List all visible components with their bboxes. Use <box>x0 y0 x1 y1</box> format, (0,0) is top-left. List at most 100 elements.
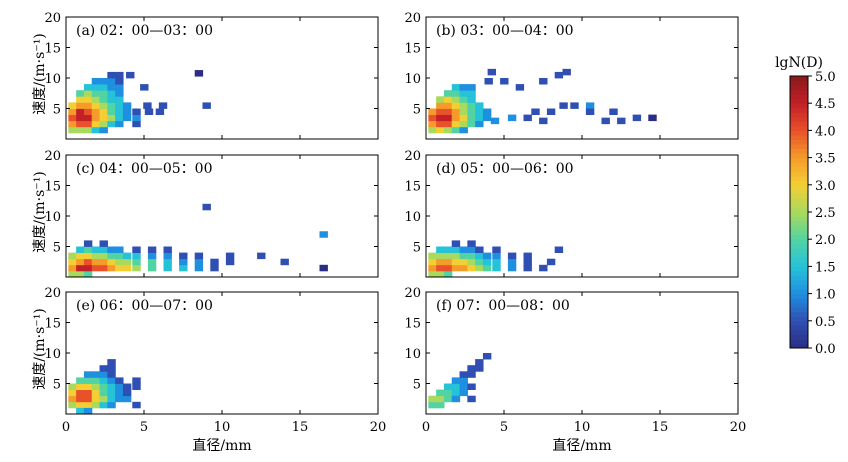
colorbar-tick-label: 3.5 <box>815 152 836 167</box>
heatmap-cell <box>115 377 124 384</box>
y-tick-label: 5 <box>53 103 61 118</box>
heatmap-cell <box>459 389 468 397</box>
panel-3: 5 10 15 20 (d) 05：00—06：00 <box>404 149 739 278</box>
colorbar-segment <box>790 334 808 340</box>
heatmap-cell <box>467 264 476 272</box>
heatmap-cell <box>459 383 468 390</box>
heatmap-cell <box>585 108 595 115</box>
panel-label: (c) 04：00—05：00 <box>76 161 212 177</box>
heatmap-cell <box>475 252 484 260</box>
heatmap-cell <box>126 71 135 79</box>
colorbar-segment <box>790 293 808 299</box>
colorbar-segment <box>790 139 808 145</box>
heatmap-cell <box>436 102 445 109</box>
colorbar-segment <box>790 202 808 208</box>
x-tick-label: 10 <box>214 420 231 435</box>
heatmap-cell <box>68 389 77 397</box>
heatmap-cell <box>99 252 108 260</box>
panel-1: 5 10 15 20 (b) 03：00—04：00 <box>404 11 739 140</box>
heatmap-cell <box>132 108 141 115</box>
heatmap-cell <box>280 258 289 266</box>
heatmap-cell <box>99 240 108 247</box>
heatmap-cell <box>428 114 437 122</box>
heatmap-cell <box>107 120 116 128</box>
heatmap-cell <box>122 395 132 403</box>
y-tick-label: 5 <box>413 103 421 118</box>
colorbar-segment <box>790 225 808 231</box>
heatmap-cell <box>554 71 564 79</box>
heatmap-cell <box>115 114 124 122</box>
colorbar-segment <box>790 216 808 222</box>
heatmap-cell <box>107 114 116 122</box>
heatmap-cell <box>132 252 141 260</box>
colorbar-tick-label: 5.0 <box>815 70 836 85</box>
heatmap-cell <box>459 96 468 103</box>
heatmap-cell <box>436 264 445 272</box>
heatmap-cell <box>475 359 484 366</box>
heatmap-cell <box>428 126 437 134</box>
colorbar-segment <box>790 125 808 131</box>
heatmap-cell <box>451 258 461 266</box>
heatmap-cell <box>179 264 188 272</box>
heatmap-cell <box>99 246 108 253</box>
heatmap-cell <box>107 371 116 378</box>
heatmap-cell <box>467 371 476 378</box>
y-tick-label: 10 <box>44 72 61 87</box>
heatmap-cell <box>99 371 108 378</box>
heatmap-cell <box>83 395 93 403</box>
colorbar-segment <box>790 343 808 349</box>
heatmap-cell <box>492 258 501 266</box>
heatmap-cell <box>68 401 77 409</box>
heatmap-cell <box>451 246 461 253</box>
heatmap-cell <box>202 203 211 211</box>
x-tick-label: 20 <box>370 420 387 435</box>
heatmap-cell <box>76 90 85 97</box>
x-tick-label: 0 <box>62 420 70 435</box>
y-tick-label: 10 <box>404 72 421 87</box>
heatmap-cell <box>140 84 149 91</box>
heatmap-cell <box>428 264 437 272</box>
heatmap-cell <box>531 108 540 115</box>
heatmap-cell <box>500 78 509 85</box>
heatmap-cell <box>115 78 124 85</box>
heatmap-cell <box>76 114 85 122</box>
colorbar-segment <box>790 266 808 272</box>
heatmap-cell <box>91 252 101 260</box>
heatmap-cell <box>83 120 93 128</box>
colorbar-tick-label: 3.0 <box>815 179 836 194</box>
y-tick-label: 20 <box>404 286 421 301</box>
heatmap-cell <box>107 365 116 372</box>
heatmap-cell <box>115 252 124 260</box>
heatmap-cell <box>83 126 93 134</box>
heatmap-cell <box>83 108 93 115</box>
heatmap-cell <box>115 383 124 390</box>
y-tick-label: 15 <box>404 42 421 57</box>
x-axis-label: 直径/mm <box>192 437 251 454</box>
x-tick-label: 5 <box>500 420 508 435</box>
heatmap-cell <box>443 90 453 97</box>
heatmap-cell <box>115 395 124 403</box>
colorbar-segment <box>790 107 808 113</box>
colorbar-segment <box>790 311 808 317</box>
heatmap-cell <box>467 240 476 247</box>
y-tick-label: 20 <box>44 149 61 164</box>
heatmap-cell <box>194 258 204 266</box>
heatmap-cell <box>467 258 476 266</box>
colorbar-segment <box>790 234 808 240</box>
heatmap-cell <box>83 252 93 260</box>
heatmap-cell <box>436 389 445 397</box>
heatmap-cell <box>91 114 101 122</box>
colorbar-segment <box>790 198 808 204</box>
y-tick-label: 5 <box>413 241 421 256</box>
heatmap-cell <box>107 78 116 85</box>
panel-0: 5 10 15 20 (a) 02：00—03：00 <box>44 11 379 140</box>
heatmap-cell <box>482 114 492 122</box>
heatmap-cell <box>539 78 548 85</box>
heatmap-cell <box>179 258 188 266</box>
heatmap-cell <box>99 264 108 272</box>
heatmap-cell <box>68 383 77 390</box>
heatmap-cell <box>76 96 85 103</box>
colorbar-segment <box>790 89 808 95</box>
heatmap-cell <box>132 383 141 390</box>
colorbar-segment <box>790 193 808 199</box>
